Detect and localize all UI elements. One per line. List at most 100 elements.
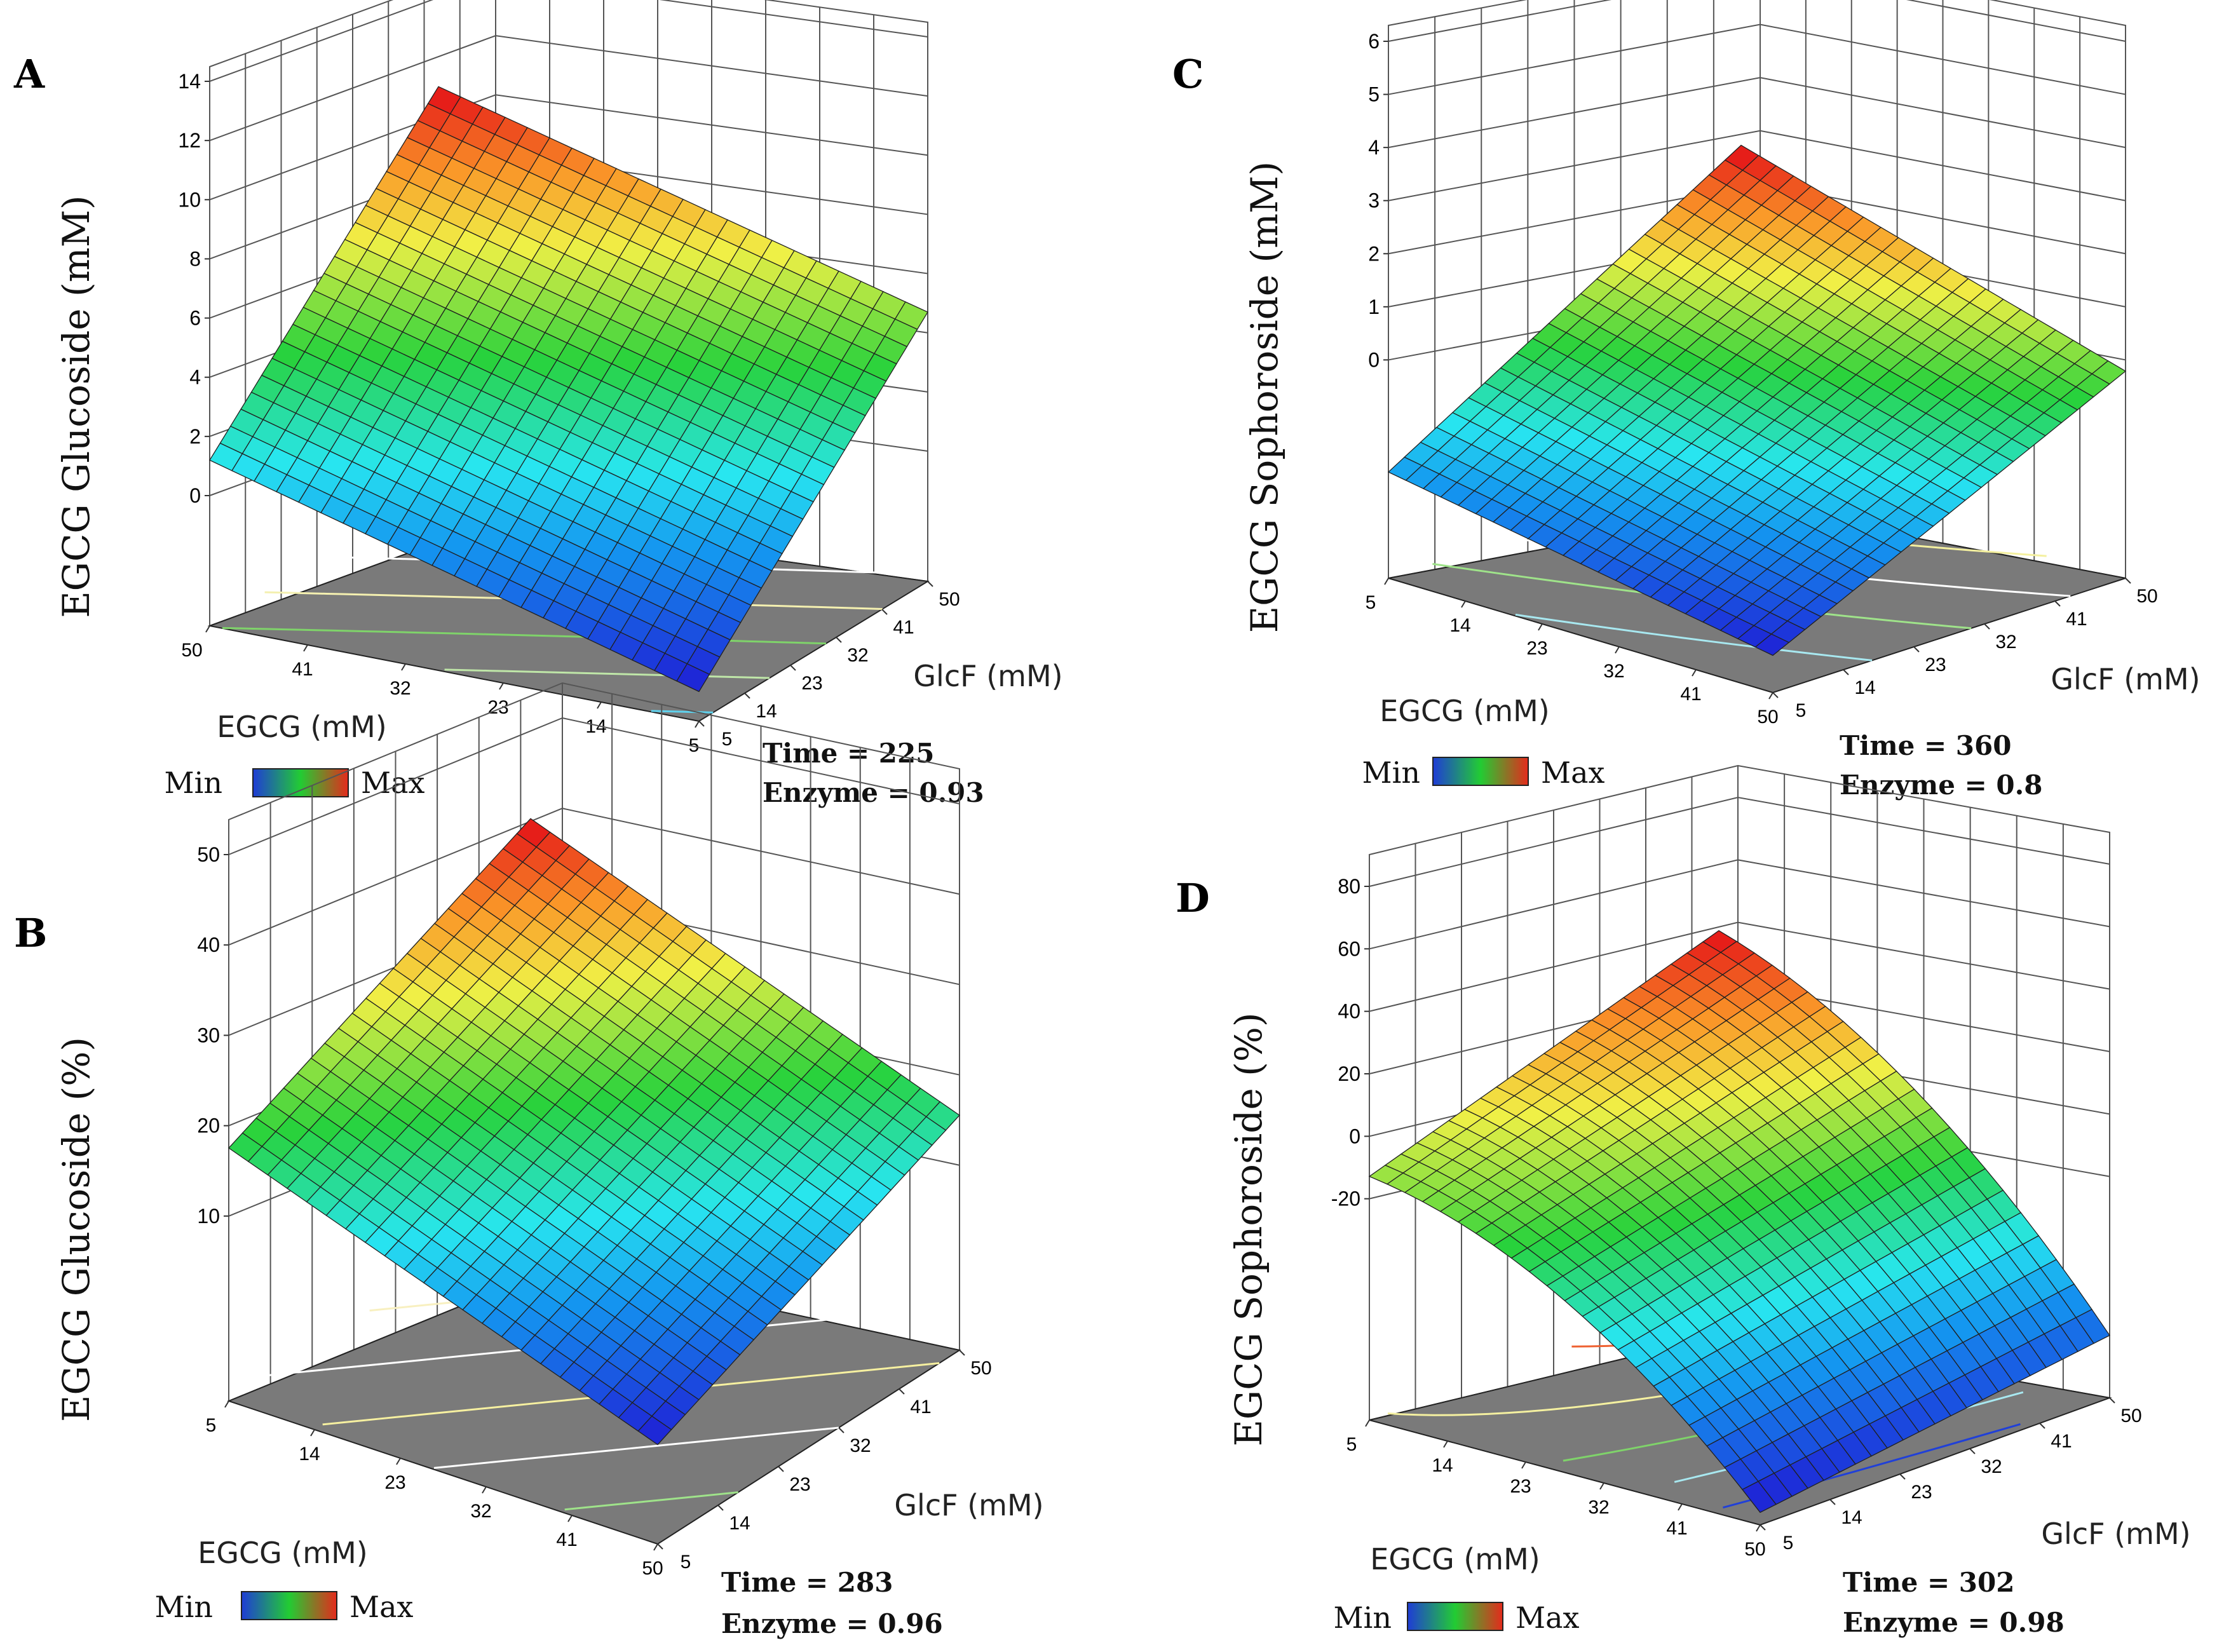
surface-cell xyxy=(637,1415,672,1446)
z-tick-label: 4 xyxy=(189,366,201,389)
condition-enzyme: Enzyme = 0.98 xyxy=(1843,1607,2065,1638)
glcf-tick-label: 5 xyxy=(681,1552,691,1573)
egcg-tick-mark xyxy=(695,721,700,728)
egcg-tick-label: 23 xyxy=(1510,1476,1531,1497)
glcf-tick-mark xyxy=(1899,1473,1906,1480)
surface-plot: 10 20 30 40 50 5 14 23 32 41 50 5 14 23 32 41 50 xyxy=(197,682,992,1579)
glcf-tick-label: 5 xyxy=(1796,700,1807,721)
egcg-axis-title: EGCG (mM) xyxy=(1370,1542,1540,1576)
z-tick-label: 1 xyxy=(1368,295,1380,318)
glcf-tick-mark xyxy=(790,665,796,671)
contour-line xyxy=(433,1426,839,1469)
glcf-axis-title: GlcF (mM) xyxy=(2041,1517,2190,1551)
condition-enzyme: Enzyme = 0.93 xyxy=(763,777,984,808)
egcg-tick-mark xyxy=(567,1515,573,1522)
egcg-axis-title: EGCG (mM) xyxy=(1380,694,1550,728)
legend-min: Min xyxy=(1334,1601,1392,1635)
egcg-tick-mark xyxy=(653,1543,658,1551)
floor-tick-labels: 5 14 23 32 41 50 5 14 23 32 41 50 xyxy=(1366,578,2158,728)
glcf-tick-label: 50 xyxy=(2120,1405,2141,1426)
wall-level-line xyxy=(1388,130,2126,201)
glcf-tick-label: 14 xyxy=(756,701,777,722)
egcg-tick-label: 23 xyxy=(384,1472,405,1493)
contour-line xyxy=(1515,613,1873,661)
legend-bar xyxy=(252,768,349,797)
glcf-tick-mark xyxy=(698,721,705,727)
wall-level-line xyxy=(1388,24,2126,95)
egcg-axis-title: EGCG (mM) xyxy=(198,1536,368,1570)
glcf-tick-mark xyxy=(959,1350,965,1356)
response-surface xyxy=(1368,930,2110,1513)
wall-level-line xyxy=(209,35,928,142)
z-tick-label: 50 xyxy=(197,843,220,866)
egcg-tick-label: 41 xyxy=(1666,1518,1687,1539)
glcf-axis-title: GlcF (mM) xyxy=(894,1488,1043,1522)
condition-time: Time = 283 xyxy=(721,1567,893,1598)
surface-cell xyxy=(1742,1480,1777,1513)
egcg-tick-mark xyxy=(310,1429,315,1437)
wall-level-line xyxy=(1369,796,2110,887)
egcg-tick-mark xyxy=(396,1458,401,1465)
color-legend: Min Max xyxy=(155,1590,414,1624)
egcg-tick-mark xyxy=(1521,1461,1526,1469)
surface-plot: -20 0 20 40 60 80 5 14 23 32 41 50 5 14 23 32 41 50 xyxy=(1331,764,2142,1560)
glcf-tick-label: 32 xyxy=(1995,632,2016,653)
glcf-tick-label: 23 xyxy=(801,673,822,694)
contour-line xyxy=(444,668,770,679)
condition-enzyme: Enzyme = 0.8 xyxy=(1840,769,2042,801)
glcf-tick-mark xyxy=(1843,669,1849,675)
z-tick-label: 60 xyxy=(1338,937,1360,960)
glcf-tick-mark xyxy=(717,1505,724,1511)
glcf-tick-label: 14 xyxy=(1841,1507,1862,1528)
color-legend: Min Max xyxy=(165,766,425,800)
egcg-tick-label: 14 xyxy=(299,1444,320,1465)
egcg-tick-mark xyxy=(1384,578,1389,585)
glcf-tick-mark xyxy=(881,609,888,615)
z-axis-title: EGCG Sophoroside (mM) xyxy=(1243,161,1286,633)
z-tick-label: 80 xyxy=(1338,875,1360,898)
egcg-tick-mark xyxy=(1768,692,1773,700)
egcg-tick-label: 32 xyxy=(470,1501,491,1522)
glcf-tick-mark xyxy=(2054,600,2061,607)
egcg-tick-mark xyxy=(1443,1440,1448,1448)
floor-tick-labels: 5 14 23 32 41 50 5 14 23 32 41 50 xyxy=(1346,1397,2142,1560)
legend-max: Max xyxy=(1516,1601,1580,1635)
color-legend: Min Max xyxy=(1334,1601,1580,1635)
wall-level-line xyxy=(209,0,928,82)
egcg-tick-label: 41 xyxy=(292,659,313,680)
wall-frame xyxy=(209,0,928,626)
z-tick-label: 14 xyxy=(178,70,201,93)
condition-time: Time = 302 xyxy=(1843,1567,2014,1598)
glcf-tick-label: 50 xyxy=(970,1358,991,1379)
wall-frame xyxy=(1388,0,2126,578)
condition-enzyme: Enzyme = 0.96 xyxy=(721,1608,943,1639)
wall-level-line xyxy=(1369,921,2110,1012)
glcf-tick-mark xyxy=(1760,1524,1766,1531)
response-surface xyxy=(209,86,928,693)
egcg-tick-label: 5 xyxy=(1346,1434,1357,1455)
glcf-tick-mark xyxy=(927,581,933,587)
glcf-tick-mark xyxy=(1772,692,1779,698)
egcg-tick-label: 5 xyxy=(1366,592,1376,613)
z-tick-label: 6 xyxy=(1368,30,1380,53)
glcf-tick-label: 41 xyxy=(893,617,914,638)
z-tick-label: 2 xyxy=(189,425,201,448)
glcf-tick-mark xyxy=(778,1466,784,1472)
glcf-tick-label: 14 xyxy=(729,1513,750,1534)
glcf-tick-label: 41 xyxy=(910,1397,931,1418)
glcf-tick-mark xyxy=(838,1427,844,1433)
legend-bar xyxy=(241,1591,337,1620)
panel-label: D xyxy=(1176,875,1210,921)
z-tick-label: 20 xyxy=(1338,1062,1360,1085)
egcg-tick-label: 41 xyxy=(1680,684,1701,705)
glcf-tick-mark xyxy=(2109,1397,2115,1404)
glcf-tick-label: 14 xyxy=(1854,677,1875,698)
glcf-tick-mark xyxy=(2039,1423,2045,1429)
z-tick-label: 10 xyxy=(197,1205,220,1228)
z-axis-title: EGCG Sophoroside (%) xyxy=(1227,1012,1270,1446)
response-surface xyxy=(228,818,960,1446)
